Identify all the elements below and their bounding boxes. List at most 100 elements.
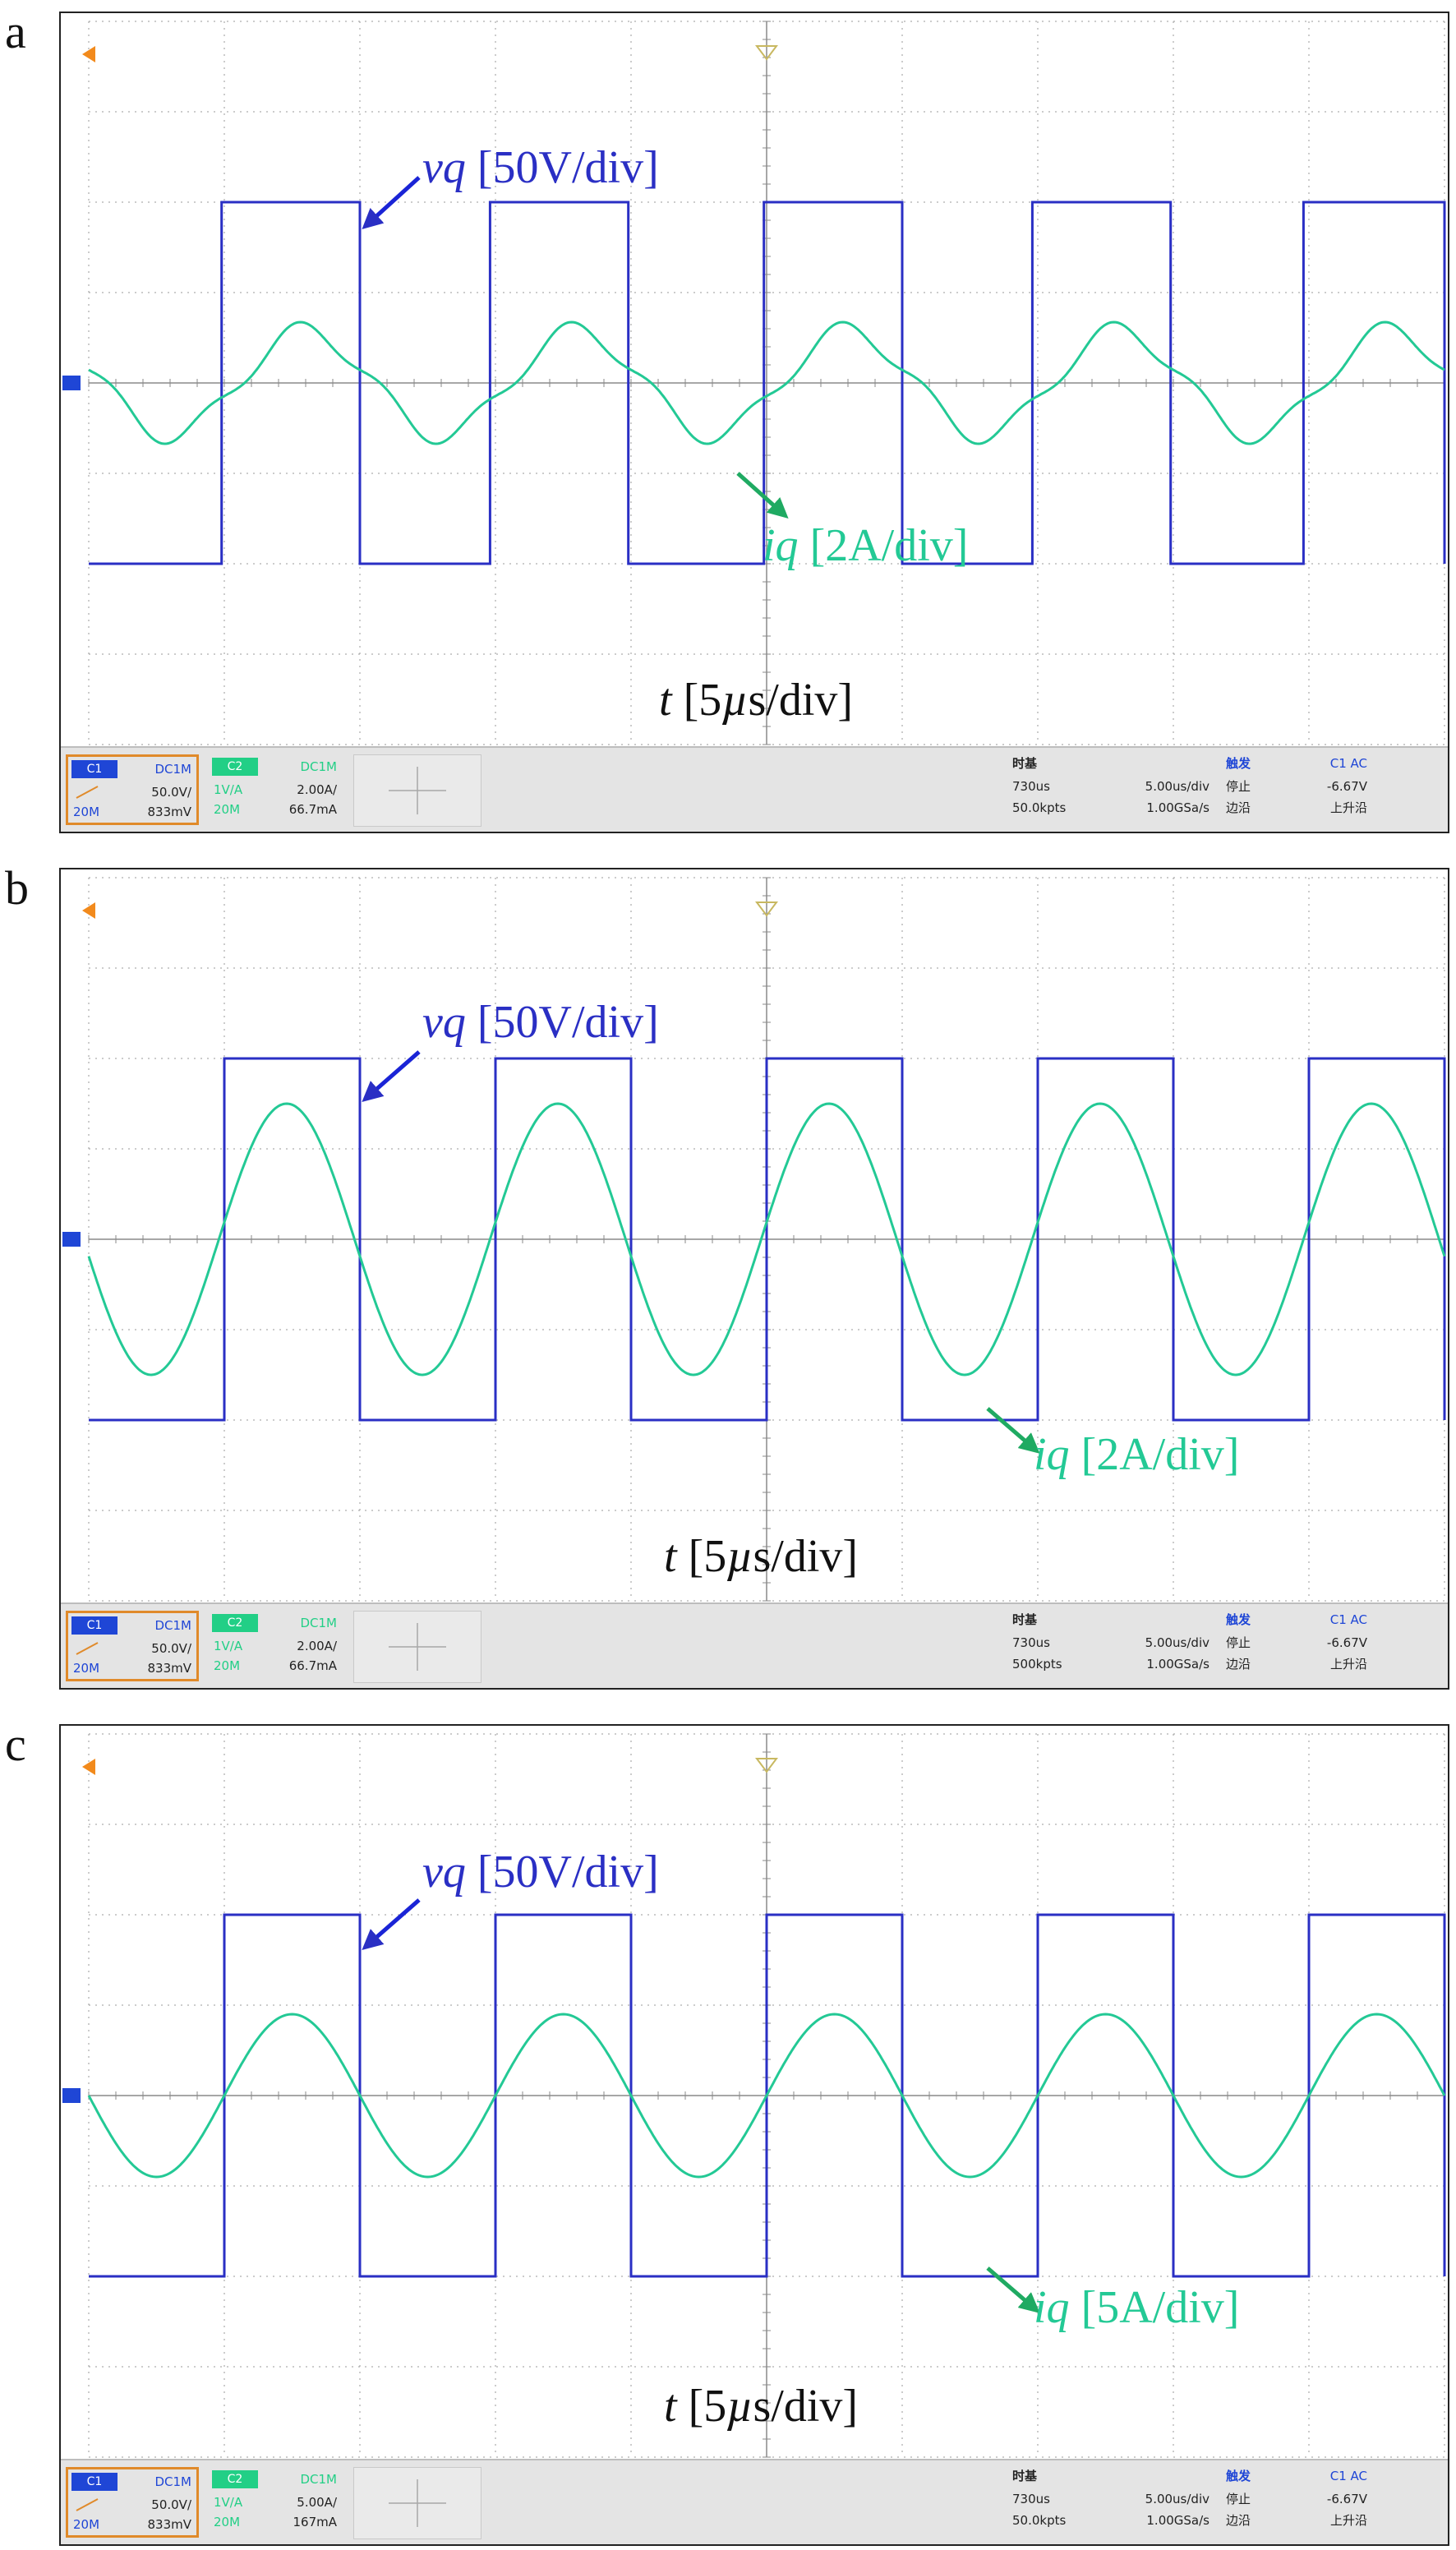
- iq-arrow-icon: [986, 1407, 1040, 1454]
- cursor-box[interactable]: [353, 2467, 481, 2539]
- vq-arrow-icon: [362, 1898, 421, 1950]
- trigger-box[interactable]: 触发 C1 AC 停止 -6.67V 边沿 上升沿: [1226, 2465, 1367, 2539]
- ch2-settings-box[interactable]: C2 DC1M 1V/A 2.00A/ 20M 66.7mA: [209, 1611, 342, 1681]
- sample-rate: 1.00GSa/s: [1146, 800, 1209, 815]
- ch2-offset: 66.7mA: [288, 1658, 337, 1673]
- trigger-edge: 上升沿: [1329, 1657, 1367, 1672]
- ch2-bandwidth: 20M: [214, 802, 241, 817]
- trigger-position-marker-icon: [755, 901, 778, 917]
- ch1-bandwidth: 20M: [73, 1661, 100, 1676]
- ch1-vertical-scale: 50.0V/: [151, 1641, 191, 1656]
- ch1-probe-icon: [76, 1642, 99, 1655]
- cursor-box[interactable]: [353, 754, 481, 827]
- ch2-bandwidth: 20M: [214, 2515, 241, 2529]
- vq-label-a: vq [50V/div]: [422, 142, 659, 193]
- trigger-box[interactable]: 触发 C1 AC 停止 -6.67V 边沿 上升沿: [1226, 1609, 1367, 1683]
- ch1-probe-icon: [76, 2498, 99, 2511]
- vq-trace: [89, 201, 1446, 565]
- scope-panel-c: vq [50V/div] iq [5A/div] t [5µs/div] C1 …: [59, 1724, 1449, 2546]
- time-label-c: t [5µs/div]: [664, 2381, 859, 2432]
- vq-label-b: vq [50V/div]: [422, 997, 659, 1048]
- panel-b-letter: b: [5, 861, 29, 915]
- timebase-label: 时基: [1012, 1612, 1038, 1627]
- vq-trace: [89, 1057, 1446, 1422]
- ch2-probe-ratio: 1V/A: [214, 1639, 243, 1653]
- ch2-offset: 66.7mA: [288, 802, 337, 817]
- ch1-vertical-scale: 50.0V/: [151, 2497, 191, 2512]
- ch2-vertical-scale: 2.00A/: [297, 1639, 337, 1653]
- panel-a-letter: a: [5, 5, 26, 58]
- waveform-plot-a: [62, 21, 1446, 745]
- memory-depth: 50.0kpts: [1012, 2513, 1067, 2528]
- cursor-box[interactable]: [353, 1611, 481, 1683]
- timebase-label: 时基: [1012, 2469, 1038, 2483]
- timebase-box[interactable]: 时基 730us 5.00us/div 500kpts 1.00GSa/s: [1012, 1609, 1209, 1683]
- ch2-coupling: DC1M: [300, 759, 337, 774]
- sample-rate: 1.00GSa/s: [1146, 1657, 1209, 1672]
- trigger-position-marker-icon: [755, 45, 778, 61]
- time-label-b: t [5µs/div]: [664, 1531, 859, 1582]
- timebase-delay: 730us: [1012, 2492, 1050, 2506]
- trigger-level: -6.67V: [1326, 1635, 1367, 1650]
- trigger-type: 边沿: [1226, 2513, 1251, 2528]
- timebase-label: 时基: [1012, 756, 1038, 771]
- timebase-box[interactable]: 时基 730us 5.00us/div 50.0kpts 1.00GSa/s: [1012, 2465, 1209, 2539]
- trigger-state: 停止: [1226, 2492, 1251, 2506]
- channel-ground-marker-icon: [62, 1232, 81, 1247]
- ch1-vertical-scale: 50.0V/: [151, 785, 191, 800]
- trigger-level-marker-icon: [82, 1759, 95, 1775]
- ch2-vertical-scale: 2.00A/: [297, 782, 337, 797]
- trigger-state: 停止: [1226, 779, 1251, 794]
- ch1-badge: C1: [71, 760, 117, 778]
- crosshair-icon: [389, 2479, 446, 2527]
- ch1-settings-box[interactable]: C1 DC1M 50.0V/ 20M 833mV: [66, 2467, 199, 2538]
- channel-ground-marker-icon: [62, 2088, 81, 2103]
- ch1-settings-box[interactable]: C1 DC1M 50.0V/ 20M 833mV: [66, 1611, 199, 1681]
- trigger-edge: 上升沿: [1329, 2513, 1367, 2528]
- vq-arrow-icon: [362, 1050, 421, 1102]
- iq-trace: [88, 320, 1445, 445]
- timebase-delay: 730us: [1012, 779, 1050, 794]
- ch1-coupling: DC1M: [154, 762, 191, 777]
- ch2-settings-box[interactable]: C2 DC1M 1V/A 2.00A/ 20M 66.7mA: [209, 754, 342, 825]
- trigger-level-marker-icon: [82, 46, 95, 62]
- ch2-coupling: DC1M: [300, 1616, 337, 1630]
- timebase-delay: 730us: [1012, 1635, 1050, 1650]
- ch2-settings-box[interactable]: C2 DC1M 1V/A 5.00A/ 20M 167mA: [209, 2467, 342, 2538]
- memory-depth: 500kpts: [1012, 1657, 1062, 1672]
- ch1-offset: 833mV: [147, 1661, 191, 1676]
- channel-ground-marker-icon: [62, 376, 81, 390]
- scope-panel-b: vq [50V/div] iq [2A/div] t [5µs/div] C1 …: [59, 868, 1449, 1690]
- iq-label-b: iq [2A/div]: [1034, 1429, 1240, 1480]
- ch2-badge: C2: [212, 758, 258, 776]
- timebase-scale: 5.00us/div: [1145, 779, 1209, 794]
- trigger-source: C1 AC: [1329, 2469, 1367, 2483]
- scope-status-bar-c: C1 DC1M 50.0V/ 20M 833mV C2 DC1M 1V/A 5.…: [61, 2459, 1448, 2544]
- trigger-edge: 上升沿: [1329, 800, 1367, 815]
- scope-panel-a: vq [50V/div] iq [2A/div] t [5µs/div] C1 …: [59, 12, 1449, 833]
- trigger-box[interactable]: 触发 C1 AC 停止 -6.67V 边沿 上升沿: [1226, 753, 1367, 827]
- trigger-label: 触发: [1226, 756, 1251, 771]
- ch1-offset: 833mV: [147, 2517, 191, 2532]
- ch1-settings-box[interactable]: C1 DC1M 50.0V/ 20M 833mV: [66, 754, 199, 825]
- trigger-state: 停止: [1226, 1635, 1251, 1650]
- trigger-label: 触发: [1226, 2469, 1251, 2483]
- timebase-box[interactable]: 时基 730us 5.00us/div 50.0kpts 1.00GSa/s: [1012, 753, 1209, 827]
- ch1-coupling: DC1M: [154, 1618, 191, 1633]
- ch1-bandwidth: 20M: [73, 805, 100, 819]
- ch2-badge: C2: [212, 1614, 258, 1632]
- trigger-type: 边沿: [1226, 1657, 1251, 1672]
- ch1-badge: C1: [71, 1616, 117, 1635]
- iq-label-c: iq [5A/div]: [1034, 2282, 1240, 2333]
- vq-arrow-icon: [362, 176, 421, 230]
- trigger-level: -6.67V: [1326, 2492, 1367, 2506]
- scope-status-bar-b: C1 DC1M 50.0V/ 20M 833mV C2 DC1M 1V/A 2.…: [61, 1602, 1448, 1688]
- ch2-probe-ratio: 1V/A: [214, 2495, 243, 2510]
- panel-c-letter: c: [5, 1718, 26, 1771]
- ch1-probe-icon: [76, 786, 99, 799]
- ch2-badge: C2: [212, 2470, 258, 2488]
- trigger-label: 触发: [1226, 1612, 1251, 1627]
- trigger-position-marker-icon: [755, 1758, 778, 1773]
- ch1-coupling: DC1M: [154, 2474, 191, 2489]
- iq-arrow-icon: [736, 472, 789, 519]
